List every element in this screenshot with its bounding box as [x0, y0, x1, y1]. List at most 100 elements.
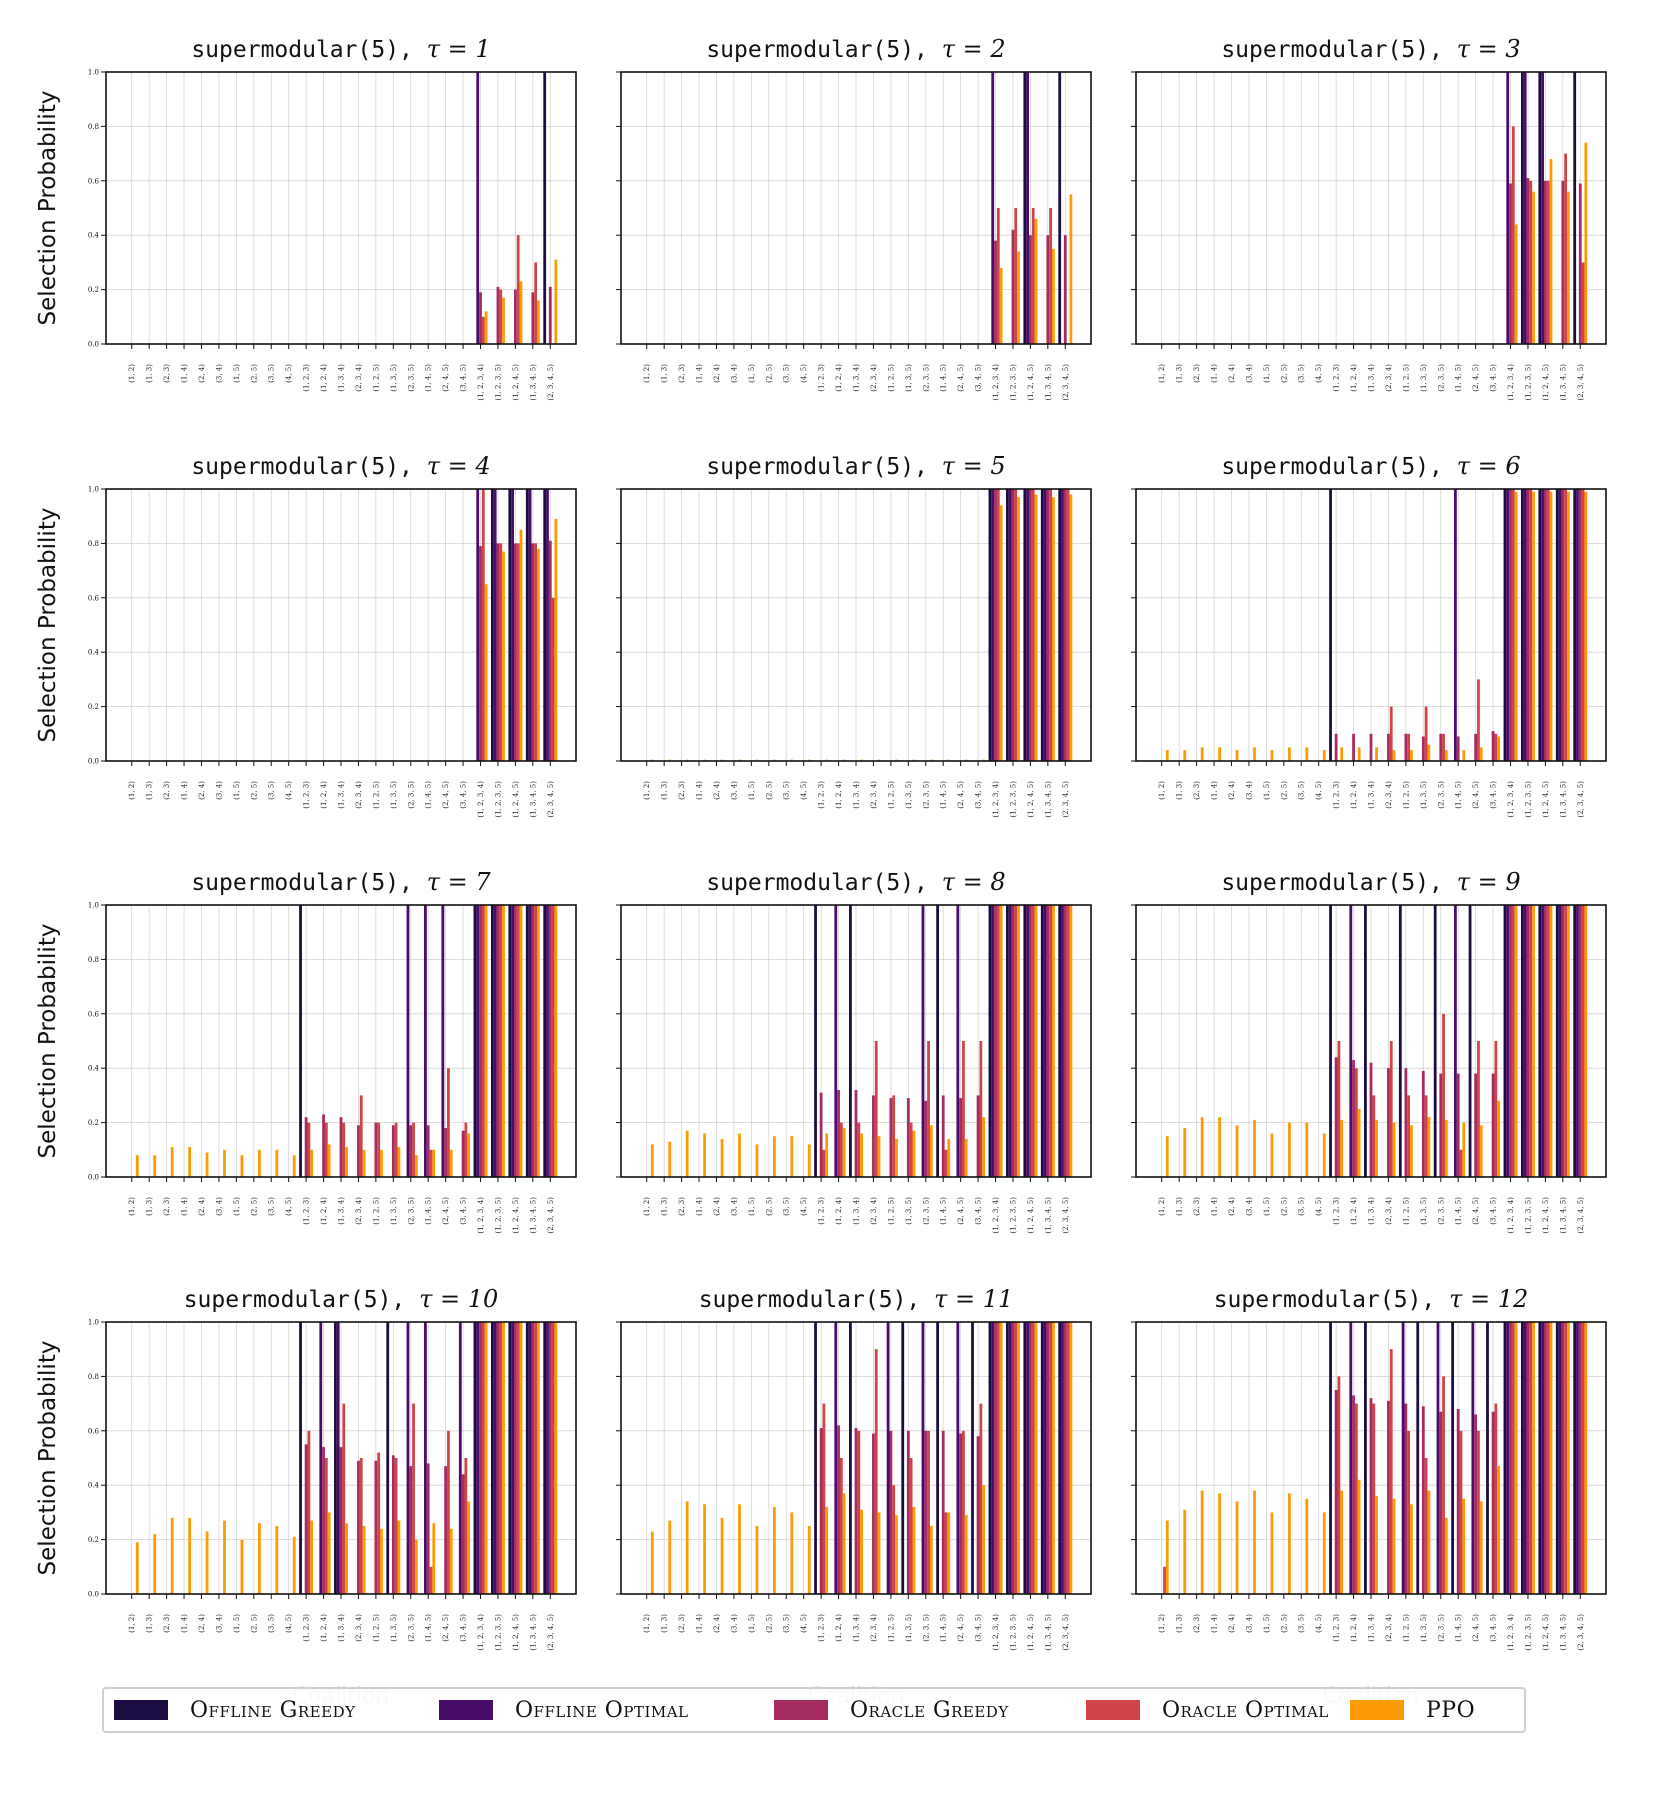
- xtick-label: (3, 4): [215, 781, 223, 800]
- bar-offline-optimal: [1541, 72, 1545, 344]
- panel-title-tau: τ = 2: [942, 35, 1006, 63]
- panel-tau-9: (1, 2) (1, 3) (2, 3) (1, 4) (2, 4) (3, 4) (1, …: [1131, 868, 1607, 1234]
- bar-oracle-optimal: [874, 1349, 878, 1594]
- xtick-label: (2, 4): [713, 1197, 721, 1216]
- bar-oracle-greedy: [479, 546, 482, 761]
- bar-oracle-optimal: [1049, 489, 1053, 761]
- xtick-label: (3, 5): [1298, 1614, 1306, 1633]
- xtick-label: (1, 4, 5): [425, 781, 433, 809]
- bar-ppo: [432, 1149, 436, 1177]
- bar-offline-optimal: [1349, 905, 1353, 1177]
- bar-oracle-greedy: [1526, 489, 1530, 761]
- xtick-label: (1, 2): [643, 781, 651, 800]
- bar-oracle-greedy: [1578, 489, 1582, 761]
- bar-offline-optimal: [1541, 489, 1545, 761]
- bar-oracle-optimal: [1581, 905, 1585, 1177]
- bar-oracle-optimal: [874, 1041, 878, 1177]
- xtick-label: (2, 5): [765, 364, 773, 383]
- bar-oracle-optimal: [839, 1122, 843, 1177]
- bar-ppo: [947, 1512, 951, 1594]
- xtick-label: (1, 2, 3, 5): [494, 1197, 502, 1234]
- ytick-label: 0.4: [88, 1065, 100, 1073]
- xtick-label: (1, 3, 5): [390, 364, 398, 392]
- bar-oracle-optimal: [429, 1566, 433, 1594]
- ytick-label: 0.4: [88, 1482, 100, 1490]
- bar-ppo: [999, 505, 1003, 761]
- xtick-label: (2, 3, 4): [870, 1197, 878, 1225]
- bar-ppo: [1034, 905, 1038, 1177]
- panel-title-tau: τ = 10: [419, 1285, 498, 1313]
- xtick-label: (3, 4, 5): [460, 1614, 468, 1642]
- panel-title-prefix: supermodular(5),: [699, 1287, 934, 1313]
- bar-ppo: [999, 905, 1003, 1177]
- bar-ppo: [1549, 491, 1553, 761]
- bar-oracle-greedy: [959, 1433, 963, 1594]
- bar-oracle-greedy: [514, 543, 517, 761]
- bar-oracle-optimal: [909, 1458, 913, 1594]
- bar-ppo: [449, 1149, 453, 1177]
- bar-oracle-optimal: [1407, 733, 1411, 761]
- panel-title-tau: τ = 11: [934, 1285, 1013, 1313]
- bar-offline-greedy: [1555, 489, 1559, 761]
- bar-ppo: [223, 1149, 226, 1177]
- bar-ppo: [188, 1147, 192, 1177]
- bar-ppo: [1497, 736, 1501, 761]
- xtick-label: (3, 4): [1245, 1197, 1253, 1216]
- legend-swatch-oracle-optimal: [1086, 1700, 1140, 1720]
- legend-swatch-oracle-greedy: [774, 1700, 828, 1720]
- xtick-label: (1, 4, 5): [425, 1197, 433, 1225]
- xtick-label: (1, 2, 4): [1350, 364, 1358, 392]
- ytick-label: 0.2: [88, 1536, 99, 1544]
- bar-offline-greedy: [490, 905, 494, 1177]
- bar-oracle-greedy: [906, 1098, 910, 1177]
- bar-offline-optimal: [921, 905, 925, 1177]
- bar-ppo: [1034, 494, 1038, 761]
- bar-oracle-greedy: [426, 1463, 430, 1594]
- xtick-label: (2, 3, 4, 5): [1062, 1197, 1070, 1234]
- bar-oracle-greedy: [1439, 1411, 1443, 1594]
- bar-offline-greedy: [525, 905, 529, 1177]
- bar-offline-greedy: [490, 489, 494, 761]
- bar-oracle-greedy: [1011, 489, 1015, 761]
- xtick-label: (1, 3, 4): [1368, 1197, 1376, 1225]
- bar-oracle-optimal: [551, 905, 555, 1177]
- xtick-label: (2, 5): [250, 1614, 258, 1633]
- bar-oracle-optimal: [1546, 905, 1550, 1177]
- xtick-label: (1, 5): [748, 1197, 756, 1216]
- bar-ppo: [135, 1155, 139, 1177]
- xtick-label: (1, 3, 4, 5): [529, 1197, 537, 1234]
- bar-ppo: [1340, 1119, 1344, 1177]
- bar-offline-greedy: [508, 1322, 512, 1594]
- xtick-label: (2, 3, 5): [407, 1614, 415, 1642]
- xtick-label: (2, 4, 5): [442, 1197, 450, 1225]
- bar-oracle-optimal: [499, 289, 503, 344]
- bar-ppo: [1549, 905, 1553, 1177]
- bar-ppo: [1462, 1122, 1466, 1177]
- bar-ppo: [1340, 1490, 1344, 1594]
- bar-oracle-greedy: [854, 1428, 858, 1594]
- xtick-label: (3, 4, 5): [460, 781, 468, 809]
- bar-ppo: [502, 297, 505, 344]
- xtick-label: (2, 3, 4, 5): [1577, 364, 1585, 401]
- bar-offline-greedy: [1023, 72, 1027, 344]
- bar-oracle-greedy: [1046, 905, 1050, 1177]
- bar-ppo: [1444, 750, 1448, 761]
- xtick-label: (2, 3): [678, 364, 686, 383]
- bar-offline-greedy: [814, 905, 817, 1177]
- bar-oracle-optimal: [394, 1122, 398, 1177]
- bar-oracle-greedy: [1474, 1414, 1478, 1594]
- panel-tau-12: (1, 2) (1, 3) (2, 3) (1, 4) (2, 4) (3, 4) (1, …: [1131, 1285, 1607, 1709]
- bar-ppo: [414, 1155, 418, 1177]
- bar-oracle-optimal: [1477, 1041, 1480, 1177]
- bar-oracle-greedy: [496, 905, 500, 1177]
- bar-oracle-greedy: [479, 1322, 482, 1594]
- bar-oracle-greedy: [514, 289, 517, 344]
- bar-oracle-greedy: [1526, 1322, 1530, 1594]
- bar-offline-greedy: [1433, 905, 1437, 1177]
- bar-offline-greedy: [1555, 1322, 1559, 1594]
- bar-oracle-optimal: [1031, 489, 1035, 761]
- bar-ppo: [1287, 747, 1291, 761]
- xtick-label: (3, 4): [1245, 781, 1253, 800]
- bar-oracle-optimal: [1337, 1041, 1341, 1177]
